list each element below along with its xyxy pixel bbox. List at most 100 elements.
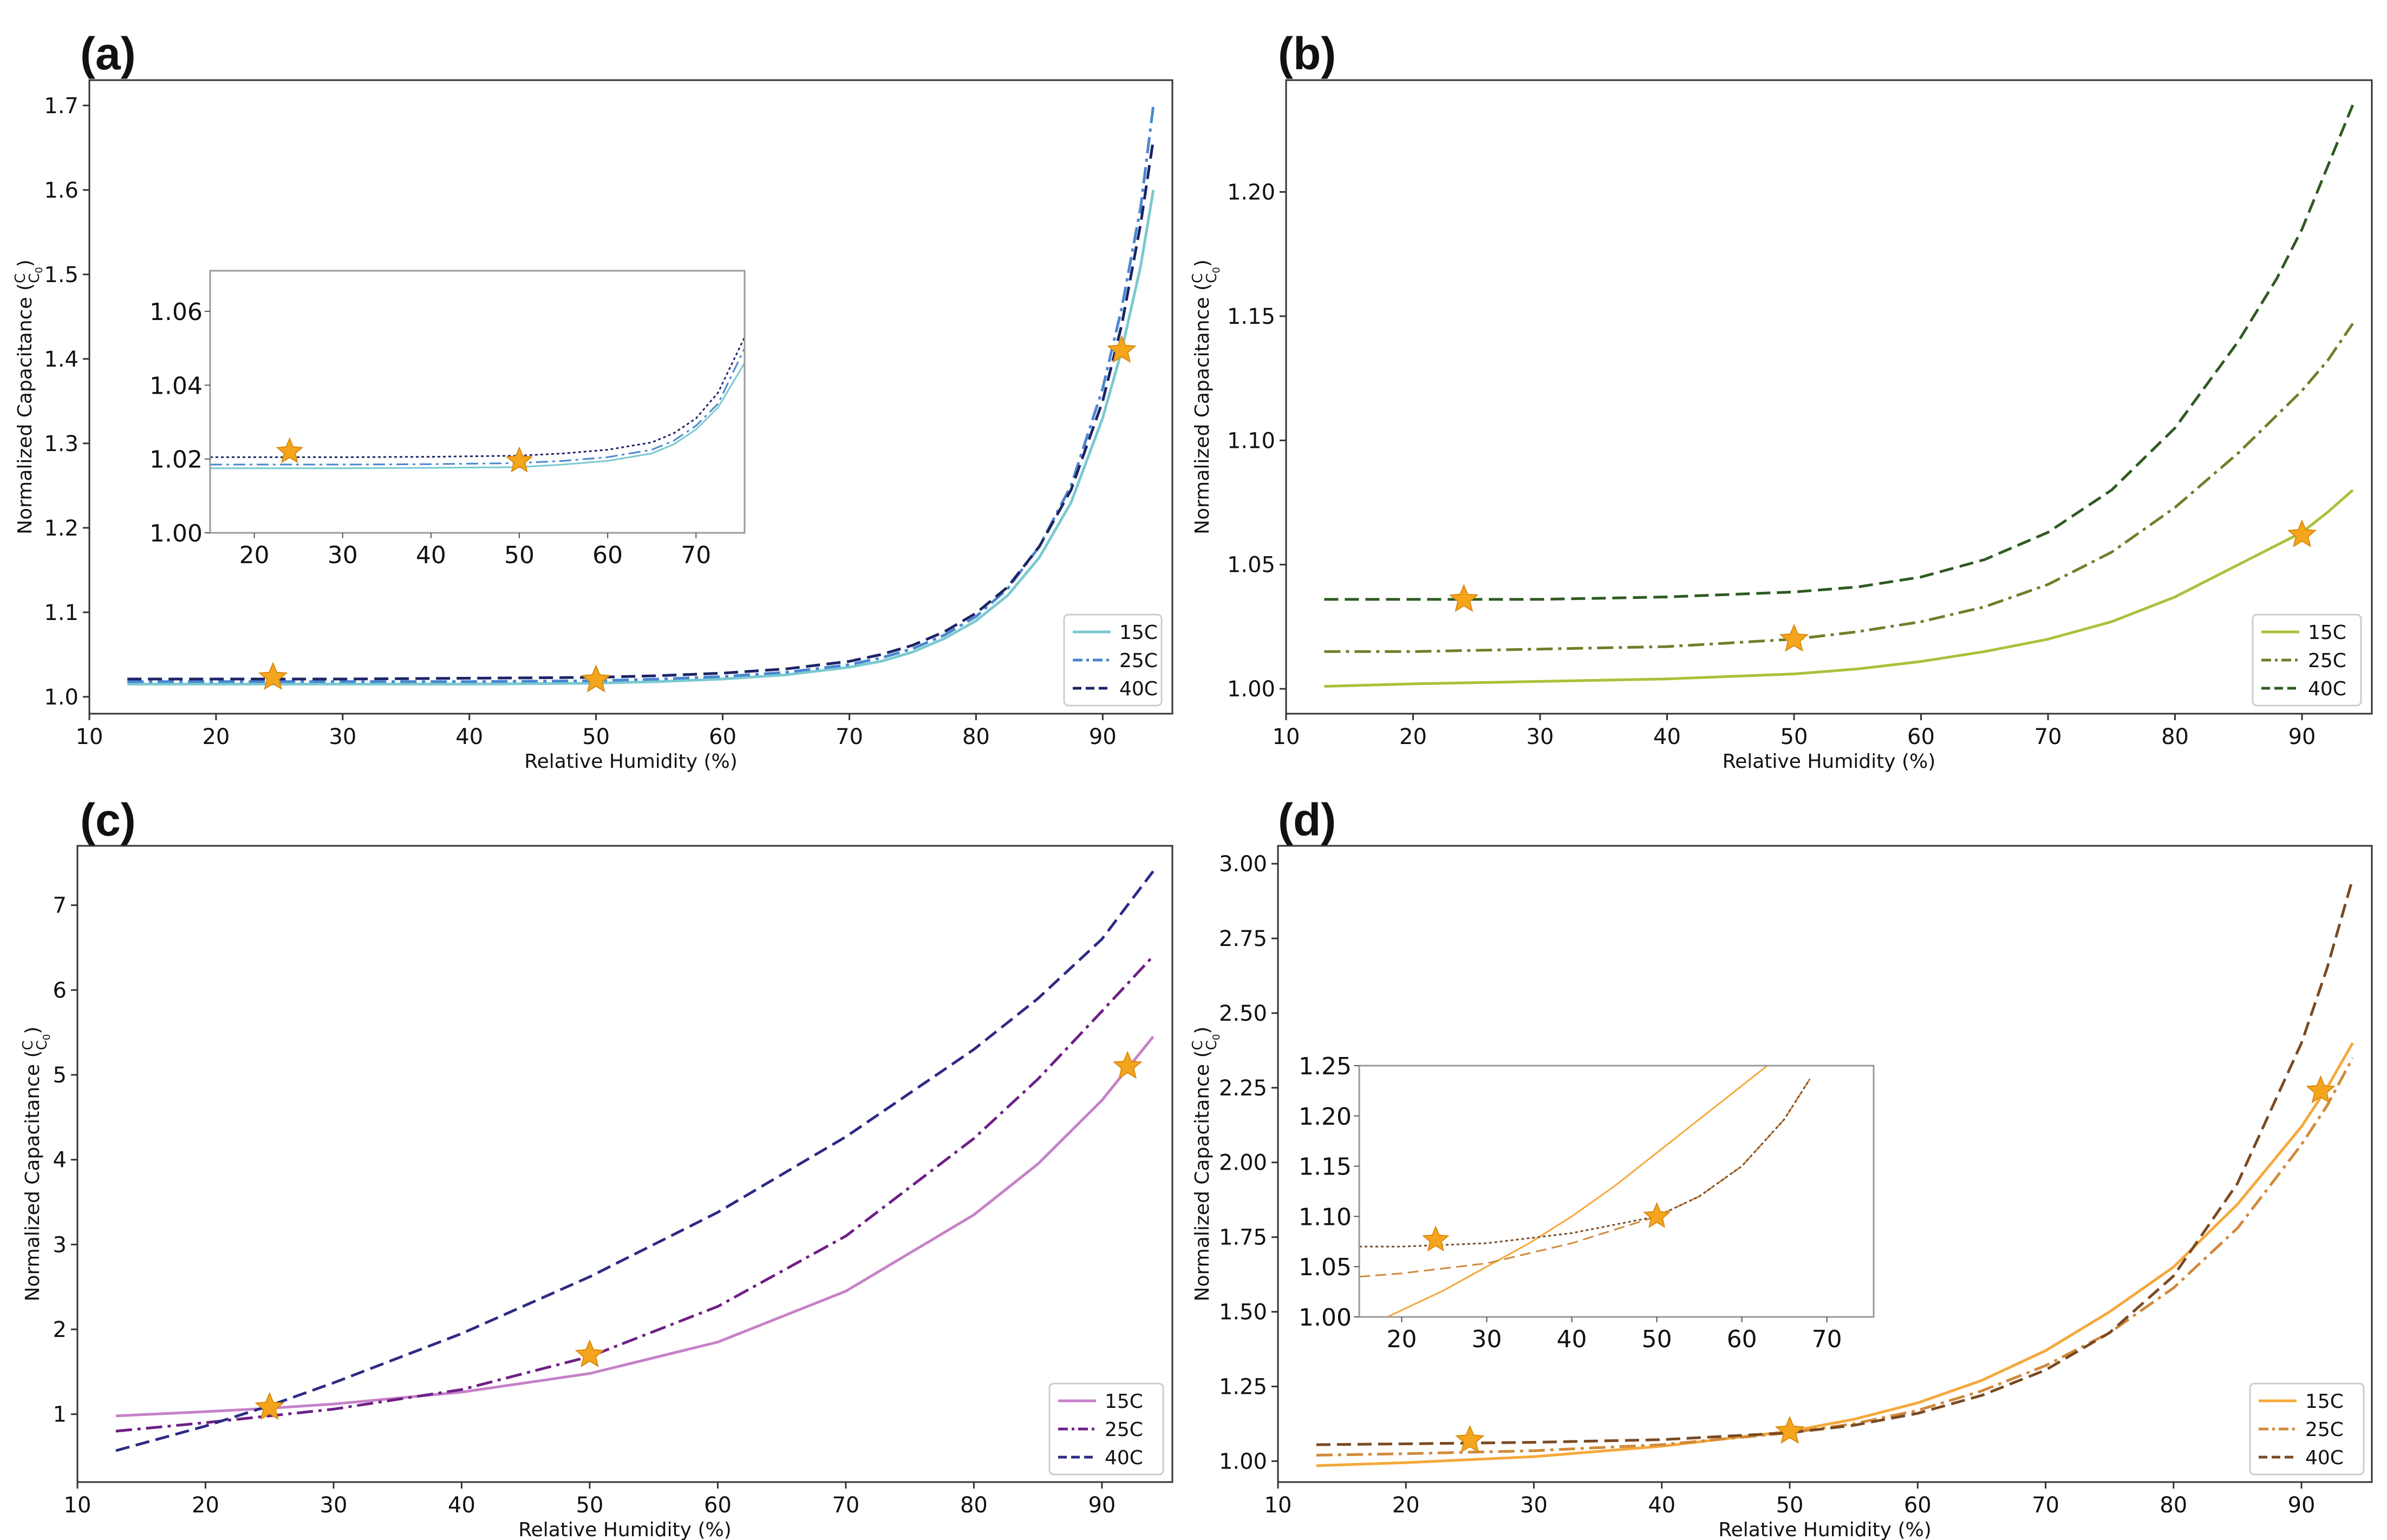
y-tick-label: 2.00 — [1219, 1151, 1267, 1176]
y-axis-label-close: ) — [1191, 259, 1214, 267]
series-line-40C — [1324, 104, 2355, 601]
y-tick-label: 1.7 — [44, 94, 79, 119]
star-marker — [1113, 1050, 1143, 1079]
y-tick-label: 1.3 — [44, 432, 79, 456]
inset-y-tick-label: 1.04 — [149, 372, 203, 400]
x-tick-label: 30 — [1527, 725, 1554, 749]
series-line-15C — [1316, 1042, 2354, 1467]
y-tick-label: 2.25 — [1219, 1076, 1267, 1101]
inset-x-tick-label: 20 — [1387, 1326, 1417, 1353]
y-tick-label: 2.50 — [1219, 1001, 1267, 1026]
inset-star-marker — [276, 437, 304, 464]
inset-y-tick-label: 1.06 — [149, 298, 203, 326]
panel-label-a: (a) — [80, 28, 136, 79]
x-tick-label: 50 — [1781, 725, 1808, 749]
x-tick-label: 30 — [1520, 1493, 1548, 1518]
x-tick-label: 30 — [329, 725, 356, 749]
x-tick-label: 30 — [320, 1493, 348, 1518]
y-axis-label-main: Normalized Capacitance ( — [1191, 1050, 1214, 1301]
inset-frame — [209, 270, 746, 534]
legend-entry-label: 25C — [1119, 650, 1158, 672]
inset-x-tick-label: 50 — [1642, 1326, 1672, 1353]
legend-entry-label: 40C — [2305, 1447, 2344, 1469]
x-axis-label: Relative Humidity (%) — [1723, 751, 1936, 773]
inset-series-line — [210, 348, 745, 466]
star-marker — [255, 1392, 284, 1420]
y-axis-label-main: Normalized Capacitance ( — [22, 1050, 44, 1301]
panel-label-b: (b) — [1278, 28, 1336, 79]
inset-y-tick-background — [1294, 1204, 1352, 1229]
y-axis-label: Normalized Capacitance (CC0) — [12, 259, 45, 534]
y-tick-label: 2 — [53, 1317, 67, 1342]
y-tick-label: 5 — [53, 1063, 67, 1088]
x-tick-label: 70 — [2034, 725, 2062, 749]
inset-background — [210, 271, 745, 533]
legend-entry-label: 15C — [2305, 1391, 2344, 1413]
y-tick-label: 1.50 — [1219, 1300, 1267, 1325]
inset-x-tick-label: 40 — [416, 541, 446, 569]
y-tick-label: 1.75 — [1219, 1225, 1267, 1250]
series-line-25C — [127, 105, 1155, 683]
legend-entry-label: 15C — [2308, 622, 2346, 644]
x-axis-label: Relative Humidity (%) — [518, 1519, 732, 1540]
inset-y-tick-label: 1.20 — [1299, 1103, 1352, 1131]
y-tick-label: 1.15 — [1227, 304, 1275, 329]
x-tick-label: 50 — [582, 725, 610, 749]
x-tick-label: 80 — [960, 1493, 988, 1518]
plot-frame — [1285, 79, 2373, 715]
y-axis-label-frac-den: C — [1204, 273, 1220, 283]
x-axis-label: Relative Humidity (%) — [1718, 1519, 1932, 1540]
star-marker — [1449, 584, 1479, 612]
y-tick-label: 7 — [53, 893, 67, 918]
plot-frame — [76, 845, 1173, 1483]
y-axis-label-frac-den: C — [34, 1040, 50, 1050]
inset-plot-area — [210, 337, 745, 469]
inset-y-tick-label: 1.00 — [1299, 1304, 1352, 1332]
inset-y-tick-label: 1.15 — [1299, 1153, 1352, 1181]
panel-label-d: (d) — [1278, 794, 1336, 845]
y-tick-label: 1.2 — [44, 516, 79, 541]
y-axis-label-frac-num: C — [1190, 1040, 1206, 1050]
y-tick-label: 1 — [53, 1402, 67, 1427]
inset-x-tick-label: 70 — [681, 541, 711, 569]
y-axis-label-frac-den: C — [1204, 1040, 1220, 1050]
chart-panel-c: 10 20 30 40 50 60 70 80 90 1 2 3 4 5 6 7 Relative Humidi… — [20, 845, 1173, 1540]
panel-label-c: (c) — [80, 794, 136, 845]
y-tick-label: 1.10 — [1227, 428, 1275, 453]
x-tick-label: 60 — [704, 1493, 732, 1518]
x-tick-label: 80 — [962, 725, 990, 749]
y-tick-label: 1.6 — [44, 178, 79, 203]
x-tick-label: 60 — [1904, 1493, 1932, 1518]
y-axis-label-frac-sub: 0 — [1211, 267, 1222, 273]
x-tick-label: 10 — [1264, 1493, 1292, 1518]
y-axis-label-main: Normalized Capacitance ( — [14, 283, 36, 534]
y-axis-label-frac-num: C — [12, 273, 29, 283]
star-marker — [575, 1339, 605, 1368]
legend-entry-label: 25C — [2305, 1419, 2344, 1441]
y-tick-label: 1.1 — [44, 601, 79, 625]
x-tick-label: 70 — [832, 1493, 859, 1518]
inset-x-tick-label: 30 — [328, 541, 358, 569]
x-tick-label: 90 — [1088, 1493, 1116, 1518]
star-marker — [2306, 1075, 2336, 1104]
legend-entry-label: 40C — [2308, 678, 2346, 700]
chart-panel-d: 10 20 30 40 50 60 70 80 90 1.00 1.25 1.50 1.75 2.00 2.… — [1190, 845, 2373, 1540]
x-tick-label: 10 — [1273, 725, 1300, 749]
legend-entry-label: 15C — [1105, 1391, 1143, 1413]
y-tick-label: 3.00 — [1219, 852, 1267, 877]
inset-series-line — [210, 337, 745, 458]
series-line-40C — [127, 139, 1155, 681]
inset-y-tick-label: 1.25 — [1299, 1053, 1352, 1080]
inset-x-tick-label: 30 — [1472, 1326, 1502, 1353]
y-tick-label: 1.05 — [1227, 553, 1275, 578]
x-tick-label: 20 — [202, 725, 230, 749]
x-tick-label: 90 — [1089, 725, 1117, 749]
series-line-25C — [115, 955, 1155, 1433]
legend-entry-label: 25C — [2308, 650, 2346, 672]
x-tick-label: 60 — [1907, 725, 1935, 749]
x-tick-label: 10 — [76, 725, 103, 749]
x-tick-label: 80 — [2160, 1493, 2187, 1518]
y-tick-label: 3 — [53, 1232, 67, 1257]
plot-frame — [1277, 845, 2373, 1483]
